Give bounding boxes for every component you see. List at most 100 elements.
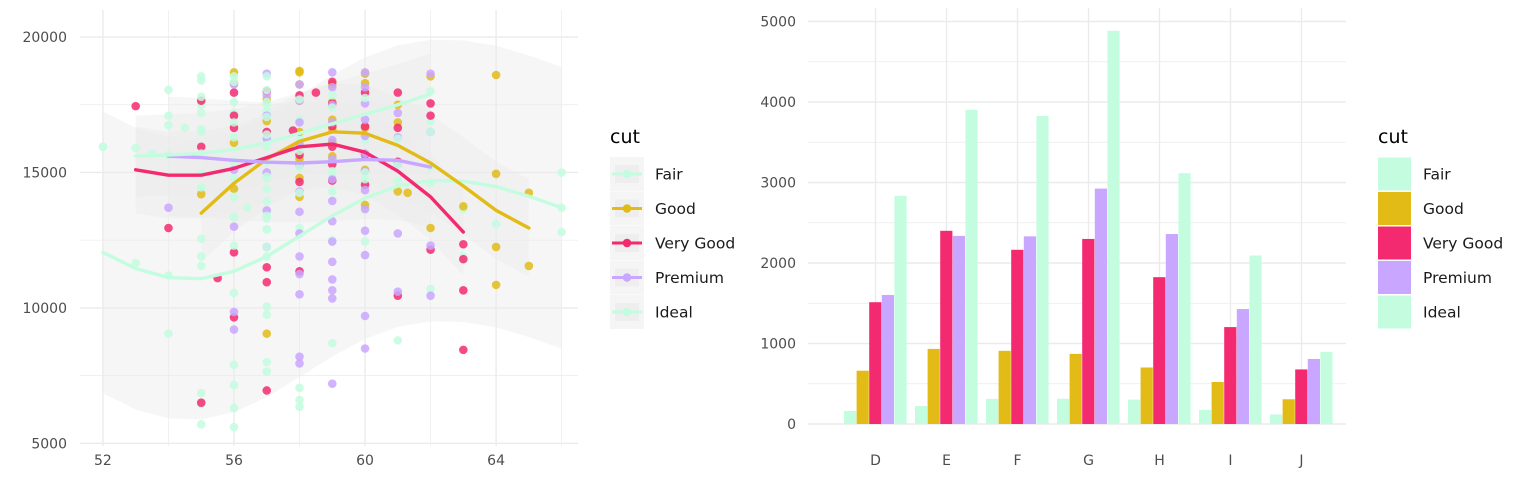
point-premium (295, 359, 304, 368)
point-premium (295, 252, 304, 261)
point-premium (360, 311, 370, 321)
confidence-ribbon-ideal (135, 53, 431, 197)
point-ideal (196, 127, 206, 137)
y-tick-label: 5000 (760, 15, 796, 31)
point-fair (262, 310, 272, 319)
legend-key-point (622, 204, 632, 213)
point-ideal (262, 225, 272, 234)
point-very-good (262, 386, 272, 395)
point-fair (131, 258, 140, 268)
point-ideal (295, 162, 304, 172)
bar-good-E (927, 348, 940, 424)
y-tick-label: 5000 (31, 436, 67, 452)
point-very-good (393, 123, 403, 133)
point-premium (327, 294, 337, 303)
point-fair (229, 380, 239, 390)
legend-label-fair: Fair (655, 166, 683, 184)
point-fair (262, 367, 272, 376)
bar-panel: D E F G H I J 0 1000 2000 3000 4000 5000 (760, 8, 1346, 469)
smooth-line-good (199, 130, 531, 230)
point-fair (557, 227, 566, 237)
y-tick-label: 2000 (760, 256, 796, 272)
legend-label-ideal: Ideal (655, 304, 693, 322)
point-premium (327, 196, 337, 206)
point-very-good (131, 101, 140, 111)
point-fair (295, 402, 304, 412)
point-very-good (262, 277, 272, 287)
point-fair (393, 176, 403, 185)
bar-ideal-H (1178, 173, 1191, 424)
point-ideal (196, 92, 206, 101)
point-fair (229, 288, 239, 298)
point-fair (196, 261, 206, 271)
x-tick-label: J (1298, 453, 1303, 469)
bar-fair-J (1270, 414, 1283, 424)
point-very-good (393, 88, 403, 97)
point-ideal (229, 132, 239, 142)
point-ideal (229, 241, 239, 250)
point-ideal (229, 192, 239, 202)
bar-fair-I (1199, 409, 1212, 424)
point-premium (327, 379, 337, 389)
point-very-good (164, 223, 173, 233)
point-ideal (327, 187, 337, 196)
y-tick-label: 20000 (22, 30, 67, 46)
legend-label-good: Good (1423, 200, 1464, 218)
scatter-panel: 52 56 60 64 5000 10000 15000 20000 (22, 10, 578, 469)
y-tick-label: 4000 (760, 95, 796, 111)
point-fair (327, 338, 337, 348)
legend-label-premium: Premium (1423, 269, 1492, 287)
point-good (491, 242, 501, 252)
legend-key-fair (1378, 157, 1411, 191)
confidence-ribbon-fair (102, 39, 562, 420)
point-ideal (295, 188, 304, 198)
point-very-good (360, 122, 370, 131)
point-ideal (262, 196, 272, 206)
point-very-good (459, 285, 468, 295)
bar-very-good-D (869, 302, 882, 424)
point-very-good (229, 248, 239, 257)
x-tick-label: 60 (356, 453, 374, 469)
point-premium (360, 204, 370, 214)
point-fair (229, 360, 239, 370)
x-tick-label: 52 (94, 453, 112, 469)
point-ideal (229, 212, 239, 222)
point-very-good (196, 142, 206, 152)
point-fair (229, 403, 239, 413)
point-premium (164, 203, 173, 212)
legend-label-fair: Fair (1423, 166, 1451, 184)
y-tick-label: 1000 (760, 337, 796, 353)
point-ideal (98, 142, 108, 152)
smooth-line-premium (166, 154, 433, 169)
point-premium (426, 69, 435, 78)
point-very-good (459, 254, 468, 264)
bar-good-J (1282, 399, 1295, 424)
point-premium (426, 241, 435, 250)
point-ideal (295, 95, 304, 104)
point-ideal (262, 97, 272, 107)
point-premium (360, 226, 370, 236)
point-premium (393, 287, 403, 296)
point-ideal (229, 77, 239, 87)
point-ideal (229, 118, 239, 127)
legend-title: cut (1378, 126, 1408, 148)
point-very-good (426, 111, 435, 120)
point-very-good (262, 262, 272, 272)
bar-premium-H (1165, 234, 1178, 424)
point-fair (164, 85, 173, 95)
point-very-good (459, 239, 468, 249)
legend-key-ideal (1378, 295, 1411, 329)
point-fair (196, 388, 206, 398)
point-very-good (229, 111, 239, 120)
point-premium (327, 237, 337, 246)
legend-label-very-good: Very Good (1423, 235, 1503, 253)
legend-key-premium (1378, 261, 1411, 294)
point-fair (393, 336, 403, 345)
point-ideal (196, 183, 206, 192)
bar-ideal-D (894, 195, 907, 424)
point-ideal (262, 211, 272, 221)
y-tick-label: 10000 (22, 301, 67, 317)
point-premium (327, 257, 337, 267)
smooth-line-fair (101, 178, 564, 281)
point-premium (295, 352, 304, 361)
